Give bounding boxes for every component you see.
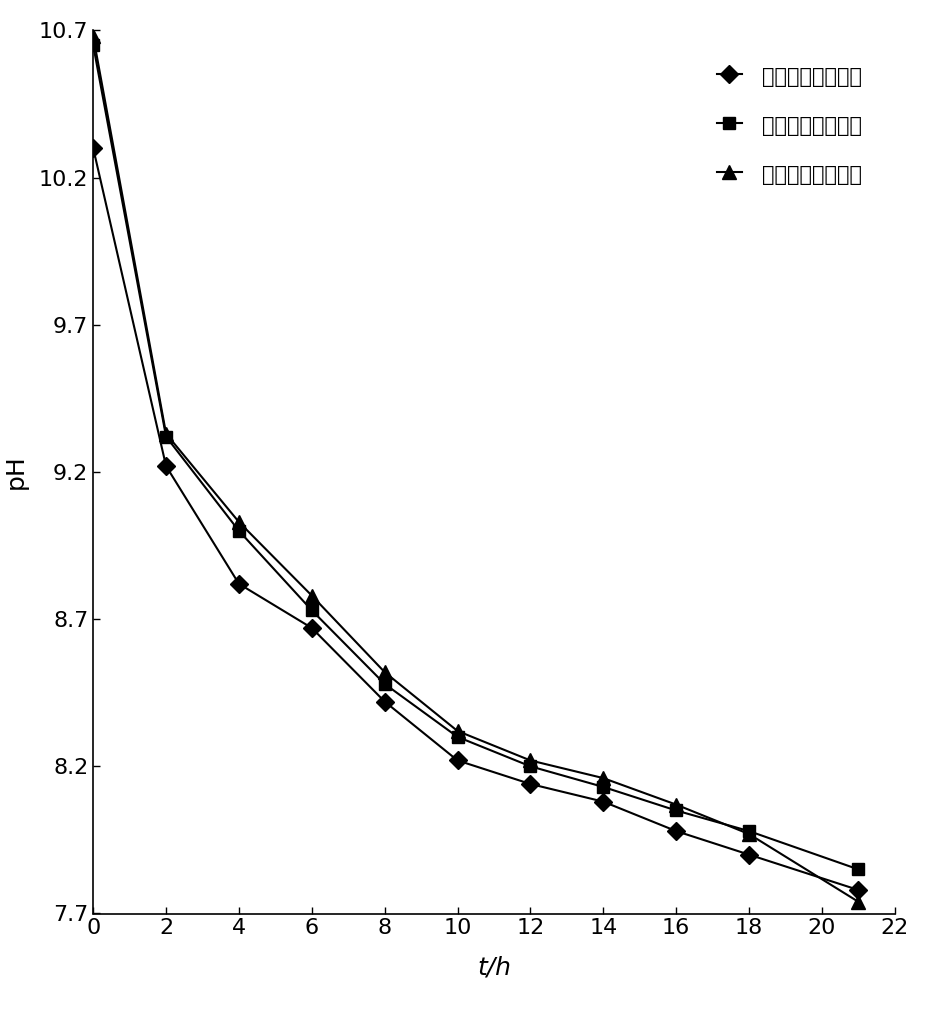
Legend: 加乳化剂并均质；, 加乳化剂不均质；, 不加乳化剂不均质: 加乳化剂并均质；, 加乳化剂不均质；, 不加乳化剂不均质 [708,57,870,193]
X-axis label: t/h: t/h [477,955,511,979]
Y-axis label: pH: pH [4,455,28,489]
